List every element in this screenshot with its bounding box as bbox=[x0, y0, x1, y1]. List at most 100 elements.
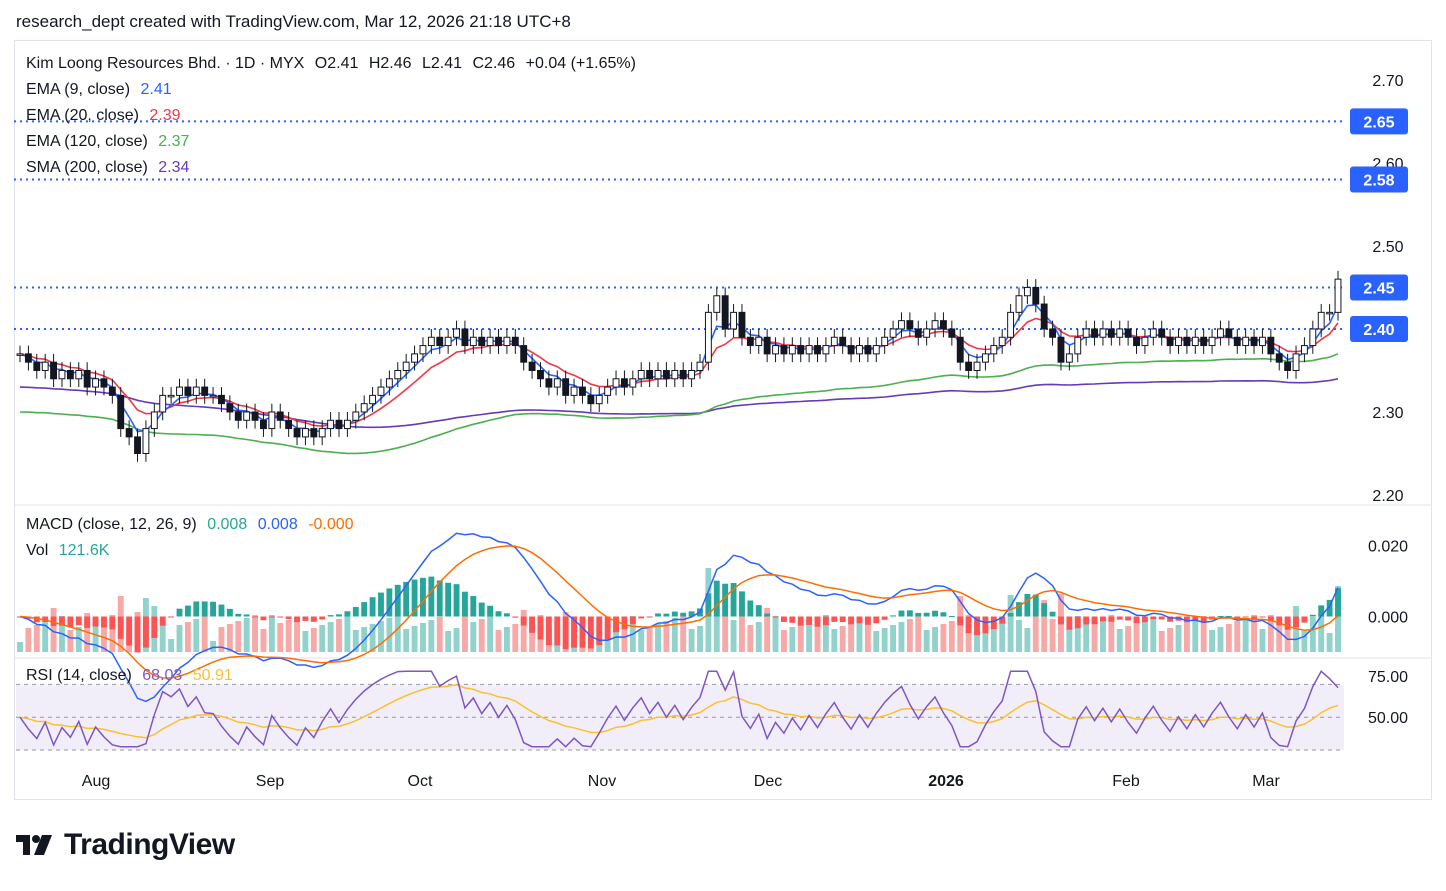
macd-histogram-bar bbox=[226, 608, 233, 617]
candle-body bbox=[176, 386, 183, 396]
ema9-legend[interactable]: EMA (9, close) 2.41 bbox=[26, 80, 172, 100]
candle-body bbox=[612, 378, 620, 388]
volume-bar bbox=[445, 631, 452, 652]
candle-body bbox=[184, 386, 192, 396]
ema20-legend[interactable]: EMA (20, close) 2.39 bbox=[26, 106, 181, 126]
volume-legend[interactable]: Vol 121.6K bbox=[26, 541, 109, 561]
candle-body bbox=[864, 345, 872, 355]
macd-histogram-bar bbox=[755, 605, 762, 617]
macd-histogram-bar bbox=[67, 616, 74, 628]
volume-bar bbox=[1192, 619, 1199, 652]
candle-body bbox=[1149, 328, 1157, 338]
candle-body bbox=[654, 369, 662, 380]
volume-bar bbox=[495, 630, 502, 652]
volume-bar bbox=[1234, 621, 1241, 652]
macd-histogram-bar bbox=[713, 580, 720, 617]
volume-bar bbox=[260, 629, 267, 652]
volume-bar bbox=[990, 623, 997, 652]
volume-bar bbox=[75, 627, 82, 652]
change-value: +0.04 (+1.65%) bbox=[525, 55, 636, 72]
macd-legend[interactable]: MACD (close, 12, 26, 9) 0.008 0.008 -0.0… bbox=[26, 515, 354, 535]
rsi-legend[interactable]: RSI (14, close) 68.03 50.91 bbox=[26, 666, 233, 686]
candle-body bbox=[385, 378, 393, 388]
volume-bar bbox=[50, 608, 57, 652]
macd-histogram-bar bbox=[1100, 616, 1106, 622]
volume-bar bbox=[319, 625, 326, 652]
candle-body bbox=[906, 320, 914, 330]
candle-body bbox=[1259, 336, 1266, 347]
candle-body bbox=[763, 336, 771, 355]
volume-bar bbox=[638, 630, 645, 652]
volume-bar bbox=[890, 625, 897, 652]
macd-histogram-bar bbox=[411, 579, 418, 617]
sma200-value: 2.34 bbox=[158, 159, 190, 176]
volume-bar bbox=[772, 616, 779, 652]
candle-body bbox=[1074, 336, 1082, 355]
macd-histogram-bar bbox=[545, 616, 552, 646]
macd-line-value: 0.008 bbox=[257, 516, 298, 533]
candle-body bbox=[914, 328, 922, 338]
candle-body bbox=[1183, 336, 1191, 347]
macd-histogram-bar bbox=[629, 616, 636, 625]
candle-body bbox=[881, 336, 889, 347]
volume-bar bbox=[168, 639, 175, 652]
macd-histogram-bar bbox=[722, 583, 729, 617]
candle-body bbox=[142, 428, 150, 454]
volume-bar bbox=[352, 630, 359, 652]
volume-bar bbox=[1032, 614, 1039, 652]
candle-body bbox=[226, 403, 234, 413]
volume-bar bbox=[1301, 631, 1308, 652]
macd-histogram-bar bbox=[495, 611, 502, 617]
macd-histogram-bar bbox=[268, 616, 275, 618]
volume-bar bbox=[1041, 600, 1048, 652]
candle-body bbox=[1326, 311, 1334, 315]
volume-bar bbox=[730, 620, 737, 652]
chart-title: research_dept created with TradingView.c… bbox=[16, 12, 571, 31]
macd-histogram-bar bbox=[1251, 616, 1257, 619]
volume-bar bbox=[1066, 630, 1073, 652]
price-level-badge-label: 2.58 bbox=[1363, 173, 1394, 190]
macd-histogram-bar bbox=[126, 616, 133, 646]
macd-histogram-bar bbox=[839, 616, 846, 623]
volume-bar bbox=[655, 624, 661, 652]
volume-bar bbox=[67, 630, 74, 652]
sma200-legend[interactable]: SMA (200, close) 2.34 bbox=[26, 158, 189, 178]
candle-body bbox=[461, 328, 469, 347]
price-level-badge bbox=[1350, 166, 1408, 193]
macd-histogram-bar bbox=[319, 616, 326, 620]
ema120-legend[interactable]: EMA (120, close) 2.37 bbox=[26, 132, 189, 152]
macd-histogram-bar bbox=[151, 616, 158, 638]
tradingview-logo[interactable]: TradingView bbox=[16, 828, 235, 862]
macd-histogram-bar bbox=[218, 604, 225, 617]
macd-histogram-bar bbox=[932, 610, 938, 617]
candle-body bbox=[856, 345, 863, 355]
macd-histogram-bar bbox=[680, 612, 687, 617]
candle-body bbox=[201, 386, 209, 396]
candle-body bbox=[990, 345, 998, 355]
macd-histogram-bar bbox=[1326, 599, 1333, 617]
macd-histogram-bar bbox=[990, 616, 997, 630]
volume-bar bbox=[1242, 618, 1249, 652]
rsi-ma-line bbox=[19, 684, 1339, 739]
macd-histogram-bar bbox=[92, 616, 99, 627]
macd-histogram-bar bbox=[1158, 616, 1165, 620]
macd-histogram-bar bbox=[822, 616, 829, 626]
macd-histogram-bar bbox=[336, 614, 342, 617]
price-level-badge bbox=[1350, 108, 1408, 135]
volume-bar bbox=[1116, 629, 1123, 652]
volume-bar bbox=[1209, 630, 1216, 652]
candle-body bbox=[755, 336, 763, 347]
volume-bar bbox=[529, 618, 536, 652]
candle-body bbox=[1107, 328, 1115, 338]
ema20-line bbox=[19, 317, 1339, 427]
candle-body bbox=[889, 328, 897, 338]
candle-body bbox=[478, 336, 486, 347]
candle-body bbox=[721, 295, 729, 330]
candle-body bbox=[545, 378, 553, 388]
macd-signal-value: -0.000 bbox=[308, 516, 354, 533]
macd-histogram-bar bbox=[1116, 616, 1123, 620]
volume-bar bbox=[1217, 627, 1224, 652]
candle-body bbox=[1225, 328, 1233, 338]
price-tick-label: 2.50 bbox=[1372, 239, 1403, 256]
